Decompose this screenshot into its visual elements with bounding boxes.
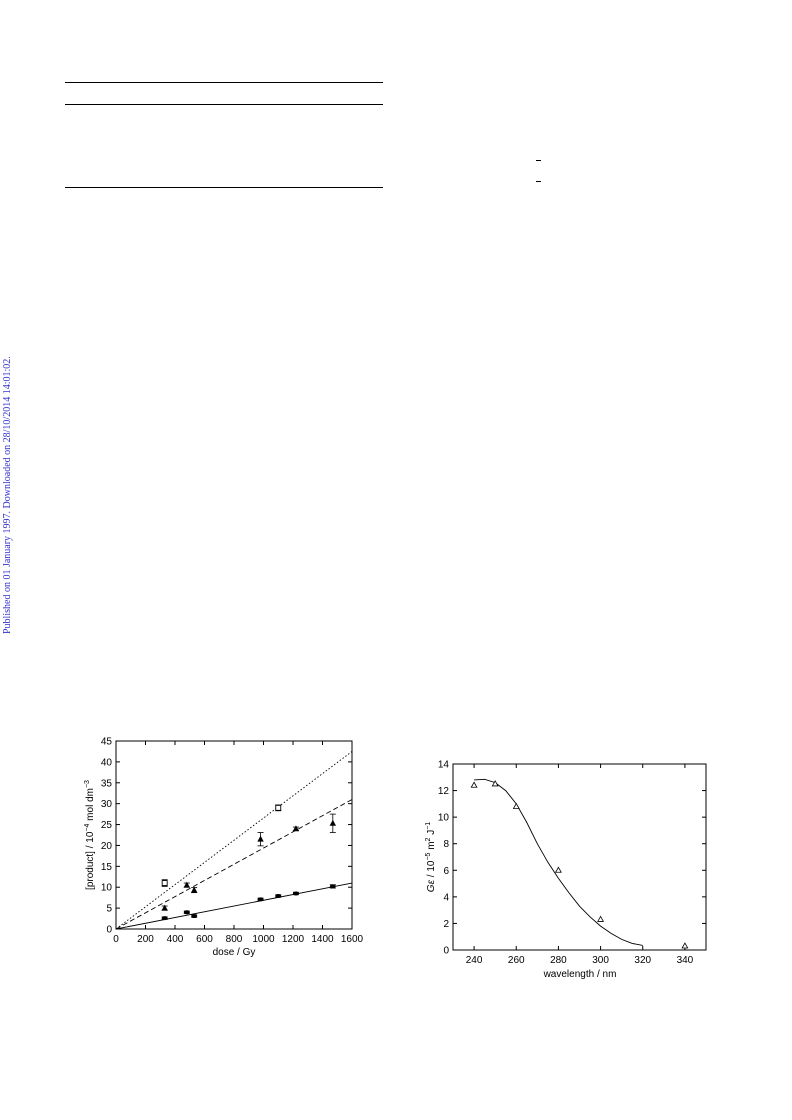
y-tick-label: 8 [443,839,449,850]
fit-curve [474,778,643,946]
x-axis-label: dose / Gy [213,947,256,958]
x-tick-label: 800 [226,934,243,945]
y-tick-label: 30 [101,799,113,810]
fit-line [115,799,353,930]
x-tick-label: 260 [508,955,525,966]
fit-line [115,882,353,930]
y-axis-label: [product] / 10−4 mol dm−3 [84,780,96,890]
x-tick-label: 1000 [252,934,275,945]
data-point [681,942,689,949]
x-tick-label: 600 [196,934,213,945]
data-point [292,825,300,832]
data-point [183,881,190,888]
y-tick-label: 4 [443,892,449,903]
y-tick-label: 12 [438,786,450,797]
x-tick-label: 280 [550,955,567,966]
x-tick-label: 340 [677,955,694,966]
data-point [329,819,337,826]
data-point [183,910,190,915]
y-tick-label: 0 [106,925,112,936]
fit-line [115,751,353,930]
table-bottom-rule [65,187,383,188]
x-tick-label: 400 [167,934,184,945]
y-tick-label: 6 [443,866,449,877]
data-point [292,891,299,896]
data-point [512,802,520,809]
y-tick-label: 15 [101,862,113,873]
table-top-rule [65,82,383,83]
plot-frame [452,763,707,951]
data-point [161,916,168,921]
x-tick-label: 0 [113,934,119,945]
data-point [275,893,282,898]
data-point [491,780,499,787]
data-point [257,897,264,902]
y-tick-label: 10 [438,813,450,824]
x-tick-label: 320 [634,955,651,966]
data-point [161,904,168,911]
y-tick-label: 35 [101,778,113,789]
x-tick-label: 1400 [311,934,334,945]
data-point [257,835,264,842]
data-point [190,886,198,893]
x-tick-label: 200 [137,934,154,945]
minus-mark [536,181,541,182]
y-tick-label: 25 [101,820,113,831]
minus-mark [536,160,541,161]
data-point [191,914,198,919]
y-tick-label: 10 [101,883,113,894]
y-tick-label: 0 [443,946,449,957]
y-axis-label: Gε / 10−5 m2 J−1 [425,822,437,893]
data-point [161,880,168,886]
y-tick-label: 2 [443,919,449,930]
y-tick-label: 20 [101,841,113,852]
data-point [470,781,478,788]
data-point [554,866,562,873]
x-tick-label: 300 [592,955,609,966]
data-point [275,804,282,811]
x-tick-label: 240 [466,955,483,966]
x-tick-label: 1600 [341,934,364,945]
table-header-rule [65,104,383,105]
y-tick-label: 40 [101,757,113,768]
x-axis-label: wavelength / nm [543,969,617,980]
y-tick-label: 5 [106,904,112,915]
y-tick-label: 14 [438,760,450,771]
x-tick-label: 1200 [282,934,305,945]
y-tick-label: 45 [101,737,113,748]
data-point [597,915,605,922]
data-point [329,884,336,889]
